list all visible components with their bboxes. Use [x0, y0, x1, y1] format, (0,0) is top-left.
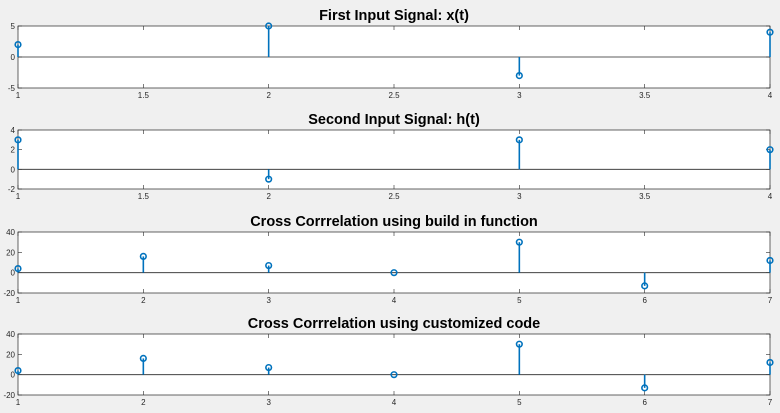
- plot-area: [17, 129, 771, 190]
- stem-marker: [265, 363, 273, 372]
- subplot-3-title: Cross Corrrelation using build in functi…: [250, 214, 538, 230]
- stem-marker: [766, 256, 774, 265]
- stem-marker: [14, 265, 22, 273]
- y-tick-label: 4: [11, 126, 16, 135]
- y-tick-label: -20: [3, 391, 15, 400]
- y-tick-label: 0: [11, 371, 16, 380]
- x-tick-label: 1: [16, 91, 21, 100]
- stem-marker: [766, 28, 774, 36]
- y-tick-label: 20: [6, 248, 15, 257]
- y-tick-label: -20: [3, 289, 15, 298]
- x-tick-label: 4: [392, 398, 397, 407]
- y-tick-label: 20: [6, 350, 15, 359]
- y-tick-label: 0: [11, 165, 16, 174]
- plot-area: [17, 333, 771, 396]
- stem-marker: [14, 40, 22, 49]
- x-tick-label: 1: [16, 296, 21, 305]
- subplot-2: -2 0 2 4 1 1.5 2 2.5 3 3.5 4 Second Input Signal: h…: [8, 112, 774, 201]
- x-tick-label: 4: [392, 296, 397, 305]
- stem-marker: [515, 238, 523, 246]
- stem-marker: [390, 371, 398, 379]
- x-tick-label: 6: [642, 296, 647, 305]
- subplot-1-title: First Input Signal: x(t): [319, 8, 469, 24]
- y-tick-label: 5: [11, 22, 16, 31]
- x-tick-label: 2: [141, 398, 146, 407]
- x-tick-label: 2.5: [388, 192, 400, 201]
- x-tick-label: 3: [266, 398, 271, 407]
- x-tick-label: 5: [517, 398, 522, 407]
- stem-marker: [515, 340, 523, 348]
- x-tick-label: 6: [642, 398, 647, 407]
- stem-marker: [265, 175, 273, 183]
- plot-area: [17, 231, 771, 294]
- x-tick-label: 2: [141, 296, 146, 305]
- stem-marker: [265, 261, 273, 270]
- x-tick-label: 4: [768, 91, 773, 100]
- subplot-2-title: Second Input Signal: h(t): [308, 112, 480, 128]
- y-tick-label: -5: [8, 84, 16, 93]
- x-tick-label: 3: [517, 192, 522, 201]
- x-tick-label: 1.5: [138, 192, 150, 201]
- x-tick-label: 1: [16, 192, 21, 201]
- x-tick-label: 7: [768, 398, 773, 407]
- y-tick-label: -2: [8, 185, 16, 194]
- x-tick-label: 3: [517, 91, 522, 100]
- y-tick-label: 0: [11, 269, 16, 278]
- x-tick-label: 4: [768, 192, 773, 201]
- x-tick-label: 5: [517, 296, 522, 305]
- x-tick-label: 7: [768, 296, 773, 305]
- x-tick-label: 1.5: [138, 91, 150, 100]
- stem-marker: [515, 71, 523, 80]
- stem-marker: [14, 136, 22, 144]
- y-tick-label: 2: [11, 146, 16, 155]
- stem-marker: [766, 358, 774, 367]
- x-tick-label: 2: [266, 91, 271, 100]
- stem-marker: [139, 354, 147, 363]
- stem-marker: [515, 136, 523, 144]
- y-tick-label: 40: [6, 330, 15, 339]
- stem-marker: [390, 269, 398, 277]
- x-tick-label: 3: [266, 296, 271, 305]
- subplot-4-title: Cross Corrrelation using customized code: [248, 316, 540, 332]
- x-tick-label: 3.5: [639, 91, 651, 100]
- x-tick-label: 1: [16, 398, 21, 407]
- stem-marker: [766, 146, 774, 154]
- stem-marker: [139, 252, 147, 260]
- y-tick-label: 40: [6, 228, 15, 237]
- x-tick-label: 3.5: [639, 192, 651, 201]
- subplot-4: -20 0 20 40 1 2 3 4 5 6 7 Cross Corrrelation using …: [3, 316, 774, 407]
- x-tick-label: 2.5: [388, 91, 400, 100]
- stem-marker: [641, 282, 649, 290]
- stem-marker: [265, 22, 273, 30]
- subplot-3: -20 0 20 40 1 2 3 4 5 6 7 Cross Corrrelation using …: [3, 214, 774, 305]
- subplot-1: -5 0 5 1 1.5 2 2.5 3 3.5 4 First Input Signal: x(t…: [8, 8, 774, 100]
- x-tick-label: 2: [266, 192, 271, 201]
- stem-marker: [14, 367, 22, 375]
- stem-marker: [641, 384, 649, 392]
- y-tick-label: 0: [11, 53, 16, 62]
